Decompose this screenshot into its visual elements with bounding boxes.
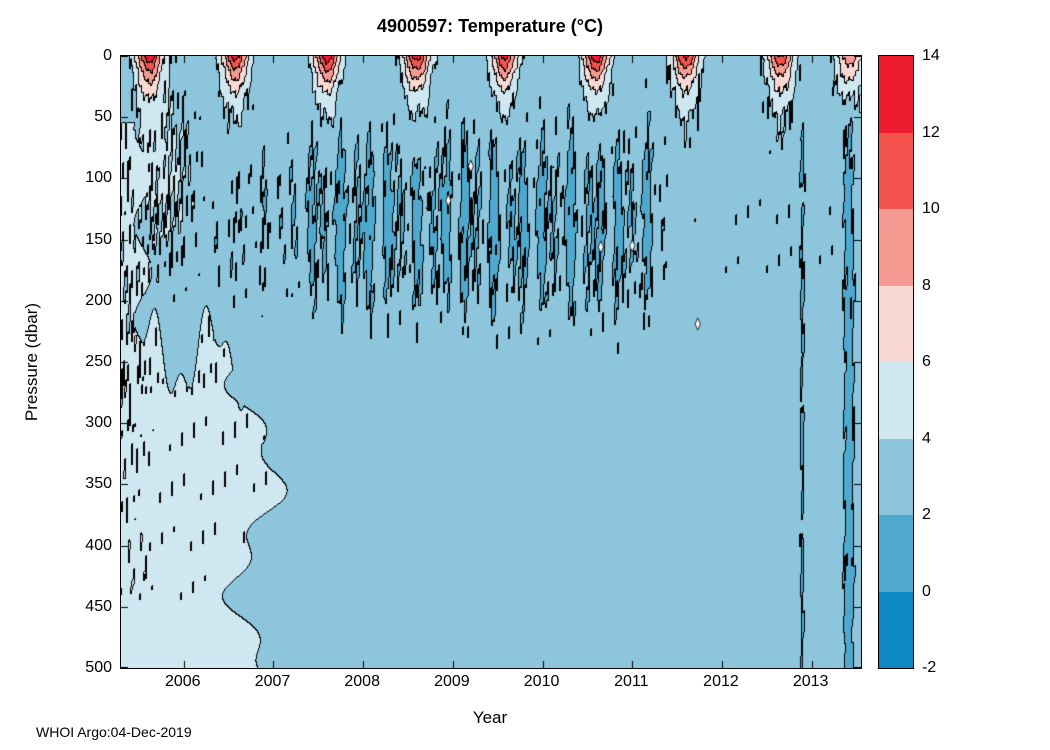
footer-credit: WHOI Argo:04-Dec-2019 [36, 724, 192, 740]
x-tick-label: 2011 [614, 673, 649, 690]
colorbar-tick-label: 4 [922, 429, 931, 447]
x-axis-tick-labels: 2006 2007 2008 2009 2010 2011 2012 2013 [120, 673, 860, 695]
y-tick-label: 50 [94, 108, 112, 126]
colorbar-segment [879, 209, 913, 286]
colorbar-segment [879, 438, 913, 515]
x-tick-label: 2009 [434, 673, 470, 690]
x-tick-label: 2013 [792, 673, 829, 690]
y-tick-label: 400 [85, 536, 112, 554]
y-tick-label: 150 [85, 230, 112, 248]
colorbar-tick-label: 10 [922, 200, 940, 217]
colorbar-segment [879, 285, 913, 362]
y-tick-label: 500 [85, 659, 112, 676]
x-tick-label: 2012 [703, 673, 739, 690]
x-tick-label: 2010 [523, 673, 560, 690]
colorbar-segment [879, 362, 913, 439]
colorbar-tick-label: -2 [922, 659, 937, 676]
colorbar-tick-labels: 14 12 10 8 6 4 2 0 -2 [922, 47, 962, 676]
y-axis-tick-labels: 0 50 100 150 200 250 300 350 400 450 500 [58, 47, 112, 676]
y-tick-label: 300 [85, 414, 112, 432]
colorbar-tick-label: 12 [922, 123, 940, 141]
y-tick-label: 200 [85, 291, 112, 309]
y-tick-label: 250 [85, 353, 112, 370]
chart-title: 4900597: Temperature (°C) [377, 16, 603, 36]
colorbar-tick-label: 8 [922, 276, 931, 294]
colorbar-tick-label: 6 [922, 353, 931, 370]
colorbar-tick-label: 2 [922, 506, 931, 523]
y-tick-label: 350 [85, 475, 112, 493]
colorbar-segment [879, 132, 913, 209]
x-axis-label: Year [472, 708, 508, 727]
x-tick-label: 2006 [164, 673, 201, 690]
x-tick-label: 2007 [254, 673, 291, 690]
colorbar-segment [879, 515, 913, 592]
colorbar-segment [879, 591, 913, 668]
colorbar-tick-label: 0 [922, 582, 931, 600]
y-tick-label: 100 [85, 169, 112, 187]
y-axis-label: Pressure (dbar) [22, 302, 41, 422]
colorbar [878, 55, 914, 669]
colorbar-segment [879, 56, 913, 133]
y-tick-label: 450 [85, 597, 112, 615]
y-tick-label: 0 [103, 47, 112, 64]
temperature-contour-canvas [121, 56, 861, 668]
plot-area [120, 55, 862, 669]
x-tick-label: 2008 [344, 673, 380, 690]
colorbar-tick-label: 14 [922, 47, 940, 64]
